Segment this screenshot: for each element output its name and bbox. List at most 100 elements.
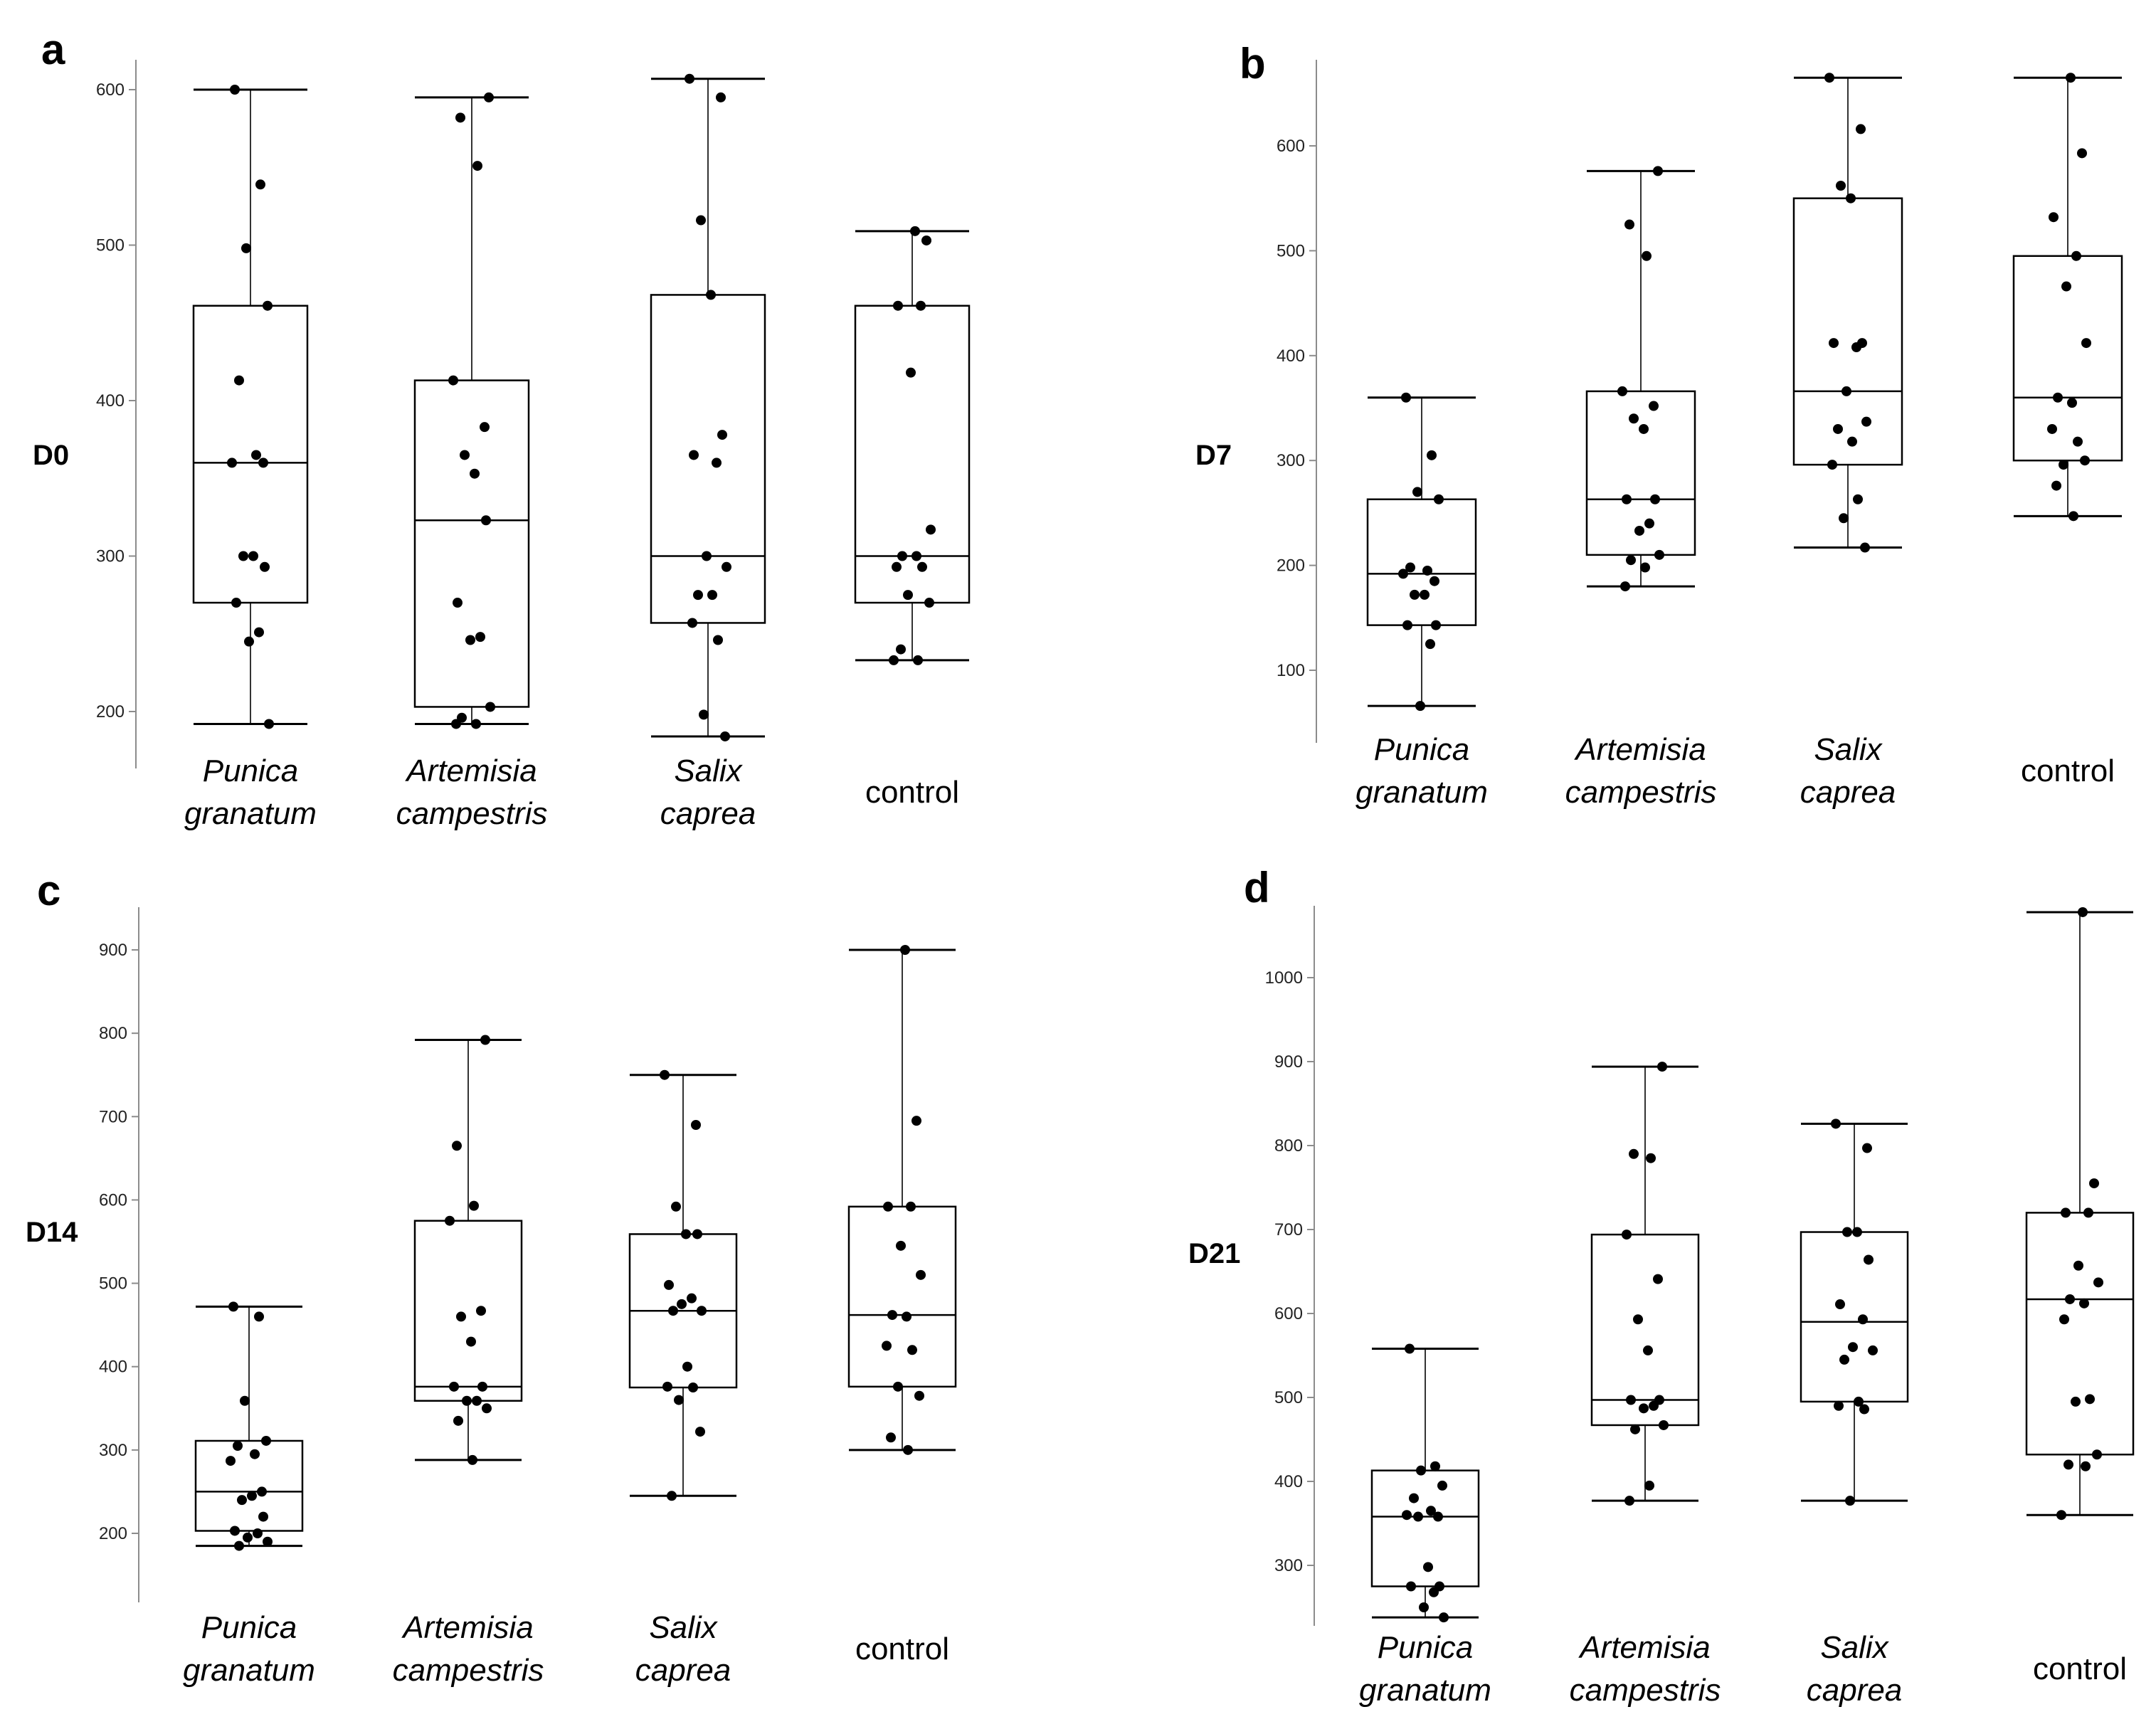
data-point — [907, 1345, 917, 1355]
data-point — [240, 1395, 250, 1406]
category-label: caprea — [660, 796, 756, 831]
y-tick-label: 400 — [99, 1358, 127, 1377]
data-point — [476, 1306, 486, 1316]
data-point — [2077, 148, 2087, 159]
data-point — [1657, 1062, 1667, 1072]
box-group — [1800, 1119, 1909, 1506]
box-group — [1792, 73, 1903, 553]
data-point — [2083, 1207, 2093, 1218]
data-point — [2078, 906, 2088, 917]
data-point — [1862, 1143, 1872, 1153]
category-label: Punica — [203, 754, 299, 788]
panel-b: b D7 100 200 300 400 500 600 Punica granatum Artem… — [1195, 40, 2123, 810]
data-point — [1617, 386, 1627, 396]
y-tick-label: 600 — [1277, 137, 1305, 156]
data-point — [230, 85, 240, 95]
data-point — [1402, 620, 1412, 630]
data-point — [692, 1229, 702, 1239]
category-label: caprea — [1807, 1673, 1903, 1708]
y-tick-label: 700 — [99, 1107, 127, 1126]
data-point — [1854, 1396, 1864, 1407]
data-point — [883, 1201, 893, 1212]
data-point — [260, 561, 270, 572]
data-point — [1405, 562, 1415, 573]
data-point — [2051, 480, 2061, 491]
data-point — [712, 458, 722, 468]
data-point — [696, 215, 706, 226]
row-label: D0 — [33, 440, 69, 471]
data-point — [244, 636, 254, 647]
data-point — [1415, 701, 1425, 712]
panel-d: d D21 300 400 500 600 700 800 900 1000 Punica grana… — [1188, 864, 2135, 1708]
data-point — [261, 1435, 271, 1446]
data-point — [1644, 518, 1654, 529]
data-point — [233, 1441, 243, 1451]
data-point — [445, 1215, 455, 1226]
panel-letter: c — [37, 867, 60, 914]
data-point — [916, 300, 926, 311]
y-tick-label: 500 — [1277, 241, 1305, 260]
iqr-box — [1800, 1231, 1909, 1403]
panel-c: c D14 200 300 400 500 600 700 800 900 Punica granat… — [26, 867, 957, 1688]
data-point — [255, 179, 265, 190]
iqr-box — [1590, 1233, 1700, 1427]
data-point — [231, 598, 241, 608]
data-point — [2085, 1394, 2095, 1405]
data-point — [1847, 436, 1857, 447]
data-point — [1405, 1343, 1415, 1354]
category-label: control — [2021, 754, 2115, 788]
iqr-box — [413, 1220, 523, 1402]
data-point — [472, 1395, 482, 1406]
data-point — [2071, 1396, 2081, 1407]
data-point — [687, 1293, 697, 1304]
data-point — [2080, 455, 2090, 466]
y-tick-label: 100 — [1277, 661, 1305, 680]
data-point — [1429, 1587, 1439, 1597]
y-tick-label: 600 — [99, 1190, 127, 1210]
data-point — [1845, 1496, 1855, 1506]
data-point — [1859, 1404, 1869, 1415]
data-point — [1433, 1511, 1443, 1522]
data-point — [1416, 1465, 1426, 1476]
box-group — [413, 1035, 523, 1465]
data-point — [660, 1069, 670, 1080]
data-point — [481, 515, 491, 526]
data-point — [1427, 450, 1437, 460]
y-tick-label: 300 — [1274, 1556, 1303, 1575]
category-label: Punica — [1378, 1630, 1474, 1665]
data-point — [1634, 525, 1644, 536]
data-point — [1644, 1480, 1654, 1491]
iqr-box — [1366, 498, 1477, 626]
data-point — [1653, 166, 1663, 176]
row-label: D7 — [1195, 440, 1232, 471]
data-point — [691, 1120, 701, 1130]
data-point — [2061, 1207, 2071, 1218]
data-point — [472, 161, 482, 171]
row-label: D21 — [1188, 1238, 1240, 1269]
data-point — [1401, 392, 1411, 403]
data-point — [889, 655, 899, 665]
data-point — [1430, 576, 1439, 586]
data-point — [251, 450, 261, 460]
data-point — [254, 1311, 264, 1322]
data-point — [482, 1403, 492, 1414]
data-point — [238, 551, 248, 561]
box-group — [854, 226, 971, 665]
data-point — [2081, 1461, 2091, 1471]
data-point — [2065, 1294, 2075, 1304]
data-point — [250, 1449, 260, 1459]
panel-letter: a — [41, 26, 65, 73]
data-point — [253, 1528, 263, 1538]
y-tick-label: 300 — [1277, 451, 1305, 470]
category-label: Salix — [649, 1610, 718, 1645]
data-point — [1829, 338, 1839, 349]
data-point — [1420, 589, 1430, 600]
data-point — [1398, 569, 1408, 579]
data-point — [1437, 1480, 1447, 1491]
data-point — [906, 367, 916, 378]
category-label: caprea — [1800, 775, 1896, 810]
data-point — [2093, 1277, 2103, 1288]
data-point — [2049, 212, 2059, 223]
data-point — [687, 618, 697, 628]
iqr-box — [194, 1439, 304, 1532]
